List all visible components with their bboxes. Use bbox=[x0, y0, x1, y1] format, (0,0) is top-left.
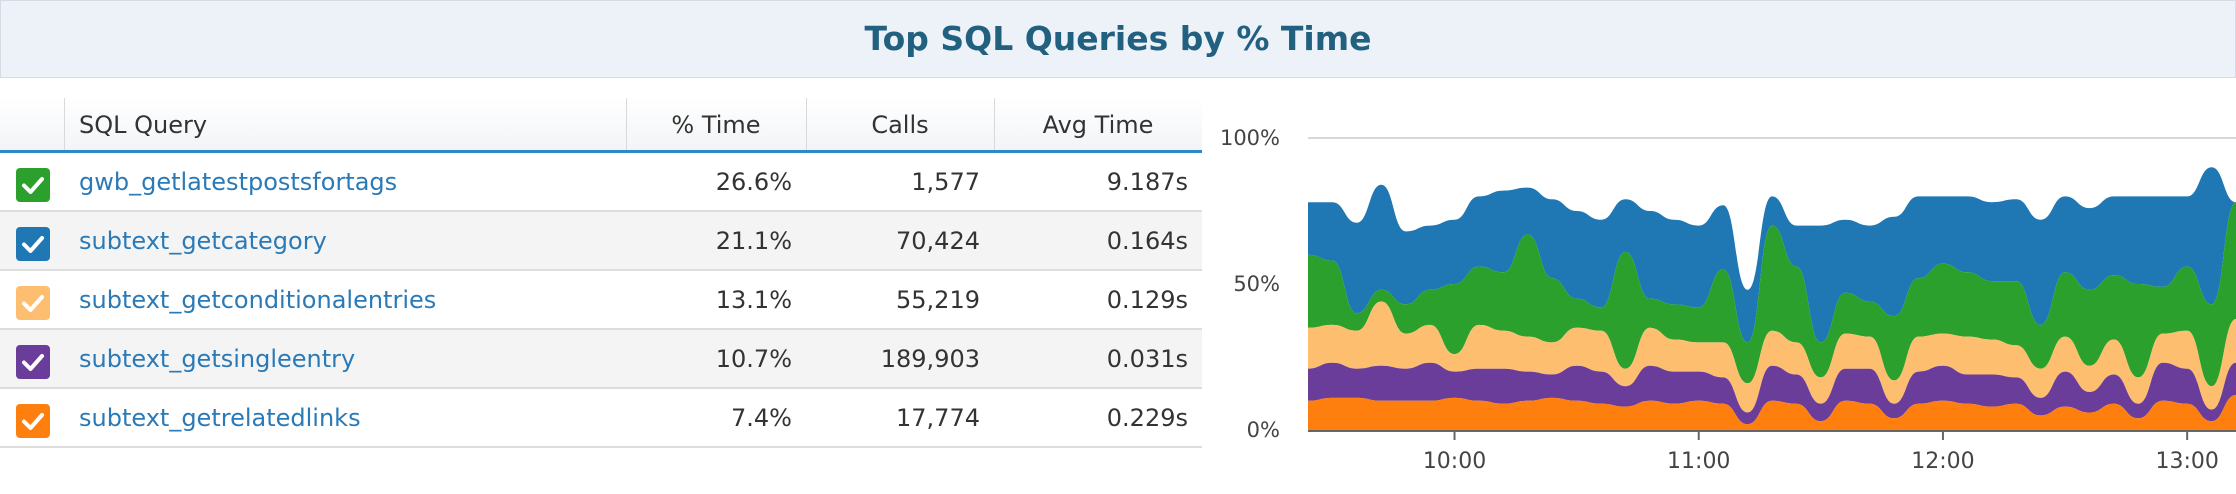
panel-title: Top SQL Queries by % Time bbox=[864, 19, 1372, 58]
calls-value: 17,774 bbox=[896, 404, 980, 432]
percent-time-value: 26.6% bbox=[715, 168, 792, 196]
y-tick-label: 50% bbox=[1233, 272, 1280, 296]
column-divider bbox=[626, 98, 627, 150]
checkmark-icon bbox=[22, 413, 44, 430]
y-tick-label: 100% bbox=[1220, 126, 1280, 150]
series-checkbox[interactable] bbox=[16, 404, 50, 438]
table-body: gwb_getlatestpostsfortags 26.6% 1,577 9.187… bbox=[0, 153, 1202, 448]
series-checkbox[interactable] bbox=[16, 286, 50, 320]
series-area bbox=[1308, 395, 2236, 430]
x-tick-label: 11:00 bbox=[1667, 449, 1730, 474]
percent-time-value: 21.1% bbox=[715, 227, 792, 255]
column-divider bbox=[64, 98, 65, 150]
x-tick-label: 12:00 bbox=[1911, 449, 1974, 474]
y-tick-label: 0% bbox=[1247, 418, 1280, 442]
series-area bbox=[1308, 202, 2236, 387]
calls-value: 70,424 bbox=[896, 227, 980, 255]
checkmark-icon bbox=[22, 236, 44, 253]
checkmark-icon bbox=[22, 295, 44, 312]
series-checkbox[interactable] bbox=[16, 227, 50, 261]
query-name-link[interactable]: subtext_getcategory bbox=[79, 227, 327, 255]
column-divider bbox=[806, 98, 807, 150]
column-header-percent-time[interactable]: % Time bbox=[671, 111, 761, 139]
series-checkbox[interactable] bbox=[16, 345, 50, 379]
avg-time-value: 0.031s bbox=[1106, 345, 1188, 373]
series-checkbox[interactable] bbox=[16, 168, 50, 202]
sql-queries-table: SQL Query % Time Calls Avg Time gwb_getl… bbox=[0, 98, 1202, 448]
avg-time-value: 0.129s bbox=[1106, 286, 1188, 314]
x-tick-label: 13:00 bbox=[2155, 449, 2218, 474]
column-header-sql-query[interactable]: SQL Query bbox=[79, 111, 208, 139]
table-row: subtext_getconditionalentries 13.1% 55,219… bbox=[0, 271, 1202, 330]
table-header: SQL Query % Time Calls Avg Time bbox=[0, 98, 1202, 153]
avg-time-value: 0.229s bbox=[1106, 404, 1188, 432]
table-row: subtext_getsingleentry 10.7% 189,903 0.031s bbox=[0, 330, 1202, 389]
calls-value: 55,219 bbox=[896, 286, 980, 314]
query-name-link[interactable]: gwb_getlatestpostsfortags bbox=[79, 168, 398, 196]
percent-time-value: 7.4% bbox=[731, 404, 792, 432]
checkmark-icon bbox=[22, 177, 44, 194]
checkmark-icon bbox=[22, 354, 44, 371]
table-row: gwb_getlatestpostsfortags 26.6% 1,577 9.187… bbox=[0, 153, 1202, 212]
percent-time-value: 10.7% bbox=[715, 345, 792, 373]
calls-value: 189,903 bbox=[880, 345, 980, 373]
calls-value: 1,577 bbox=[911, 168, 980, 196]
table-row: subtext_getrelatedlinks 7.4% 17,774 0.229s bbox=[0, 389, 1202, 448]
column-header-calls[interactable]: Calls bbox=[871, 111, 929, 139]
avg-time-value: 0.164s bbox=[1106, 227, 1188, 255]
query-name-link[interactable]: subtext_getsingleentry bbox=[79, 345, 356, 373]
series-area bbox=[1308, 362, 2236, 425]
query-name-link[interactable]: subtext_getrelatedlinks bbox=[79, 404, 361, 432]
column-divider bbox=[994, 98, 995, 150]
column-header-avg-time[interactable]: Avg Time bbox=[1042, 111, 1154, 139]
stacked-area-chart: 100% 50% 0% 10:00 11:00 12:00 13:00 bbox=[1220, 126, 2236, 474]
series-area bbox=[1308, 301, 2236, 413]
table-row: subtext_getcategory 21.1% 70,424 0.164s bbox=[0, 212, 1202, 271]
x-tick-label: 10:00 bbox=[1423, 449, 1486, 474]
percent-time-value: 13.1% bbox=[715, 286, 792, 314]
panel-header bbox=[0, 0, 2236, 78]
series-area bbox=[1308, 167, 2236, 343]
query-name-link[interactable]: subtext_getconditionalentries bbox=[79, 286, 437, 314]
avg-time-value: 9.187s bbox=[1106, 168, 1188, 196]
